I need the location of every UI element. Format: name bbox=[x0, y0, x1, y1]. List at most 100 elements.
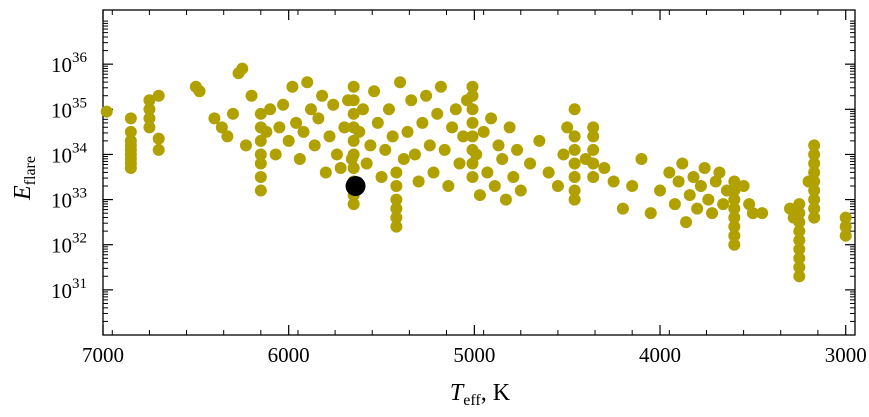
data-point bbox=[514, 184, 527, 197]
data-point bbox=[345, 152, 358, 165]
data-point bbox=[375, 171, 388, 184]
data-point bbox=[668, 198, 681, 211]
data-point bbox=[706, 207, 719, 220]
data-point bbox=[683, 189, 696, 202]
data-point bbox=[676, 157, 689, 170]
data-point bbox=[793, 261, 806, 274]
data-point bbox=[568, 157, 581, 170]
data-point bbox=[511, 143, 524, 156]
data-point bbox=[839, 229, 852, 242]
y-axis-label: Eflare bbox=[10, 156, 39, 201]
data-points bbox=[100, 62, 852, 283]
data-point bbox=[808, 148, 821, 161]
axis-ticks bbox=[102, 10, 856, 335]
data-point bbox=[503, 121, 516, 134]
data-point bbox=[334, 161, 347, 174]
y-tick-label: 1036 bbox=[51, 50, 88, 77]
data-point bbox=[254, 171, 267, 184]
data-point bbox=[124, 125, 137, 138]
highlight-point bbox=[345, 176, 366, 197]
data-point bbox=[524, 157, 537, 170]
y-tick-label: 1035 bbox=[51, 95, 87, 122]
data-point bbox=[551, 180, 564, 193]
data-point bbox=[434, 80, 447, 93]
data-point bbox=[466, 103, 479, 116]
data-point bbox=[254, 148, 267, 161]
data-point bbox=[793, 234, 806, 247]
data-point bbox=[277, 98, 290, 111]
data-point bbox=[499, 193, 512, 206]
data-point bbox=[793, 252, 806, 265]
data-point bbox=[542, 166, 555, 179]
data-point bbox=[808, 166, 821, 179]
data-point bbox=[616, 202, 629, 215]
data-point bbox=[420, 89, 433, 102]
data-point bbox=[301, 76, 314, 89]
data-point bbox=[449, 103, 462, 116]
data-point bbox=[408, 148, 421, 161]
data-point bbox=[728, 211, 741, 224]
data-point bbox=[680, 216, 693, 229]
data-point bbox=[466, 80, 479, 93]
data-point bbox=[364, 139, 377, 152]
data-point bbox=[598, 161, 611, 174]
data-point bbox=[390, 166, 403, 179]
data-point bbox=[587, 171, 600, 184]
data-point bbox=[488, 180, 501, 193]
data-point bbox=[347, 134, 360, 147]
data-point bbox=[717, 198, 730, 211]
data-point bbox=[587, 143, 600, 156]
data-point bbox=[793, 270, 806, 283]
plot-frame bbox=[102, 9, 856, 336]
y-tick-label: 1031 bbox=[51, 276, 87, 303]
data-point bbox=[587, 121, 600, 134]
data-point bbox=[644, 207, 657, 220]
data-point bbox=[236, 62, 249, 75]
data-point bbox=[143, 103, 156, 116]
data-point bbox=[568, 184, 581, 197]
y-tick-label: 1032 bbox=[51, 231, 87, 258]
data-point bbox=[466, 116, 479, 129]
data-point bbox=[379, 143, 392, 156]
data-point bbox=[338, 121, 351, 134]
data-point bbox=[728, 220, 741, 233]
data-point bbox=[743, 198, 756, 211]
data-point bbox=[327, 98, 340, 111]
data-point bbox=[221, 130, 234, 143]
data-point bbox=[152, 89, 165, 102]
data-point bbox=[323, 130, 336, 143]
data-point bbox=[557, 148, 570, 161]
data-point bbox=[460, 94, 473, 107]
data-point bbox=[561, 121, 574, 134]
data-point bbox=[143, 94, 156, 107]
data-point bbox=[390, 220, 403, 233]
data-point bbox=[124, 134, 137, 147]
data-point bbox=[568, 103, 581, 116]
data-point bbox=[808, 193, 821, 206]
x-tick-label: 5000 bbox=[453, 343, 495, 367]
data-point bbox=[709, 175, 722, 188]
data-point bbox=[728, 238, 741, 251]
y-tick-label: 1033 bbox=[51, 186, 87, 213]
data-point bbox=[808, 157, 821, 170]
data-point bbox=[353, 125, 366, 138]
data-point bbox=[390, 193, 403, 206]
data-point bbox=[457, 130, 470, 143]
data-point bbox=[405, 94, 418, 107]
data-point bbox=[446, 121, 459, 134]
data-point bbox=[793, 198, 806, 211]
data-point bbox=[297, 125, 310, 138]
data-point bbox=[793, 225, 806, 238]
data-point bbox=[412, 175, 425, 188]
data-point bbox=[496, 152, 509, 165]
data-point bbox=[382, 103, 395, 116]
data-point bbox=[286, 80, 299, 93]
data-point bbox=[215, 121, 228, 134]
x-tick-label: 3000 bbox=[825, 343, 867, 367]
data-point bbox=[477, 125, 490, 138]
data-point bbox=[808, 184, 821, 197]
y-tick-label: 1034 bbox=[51, 140, 88, 167]
y-tick-labels: 1031 1032 1033 1034 1035 1036 bbox=[51, 50, 88, 303]
data-point bbox=[698, 161, 711, 174]
data-point bbox=[386, 130, 399, 143]
